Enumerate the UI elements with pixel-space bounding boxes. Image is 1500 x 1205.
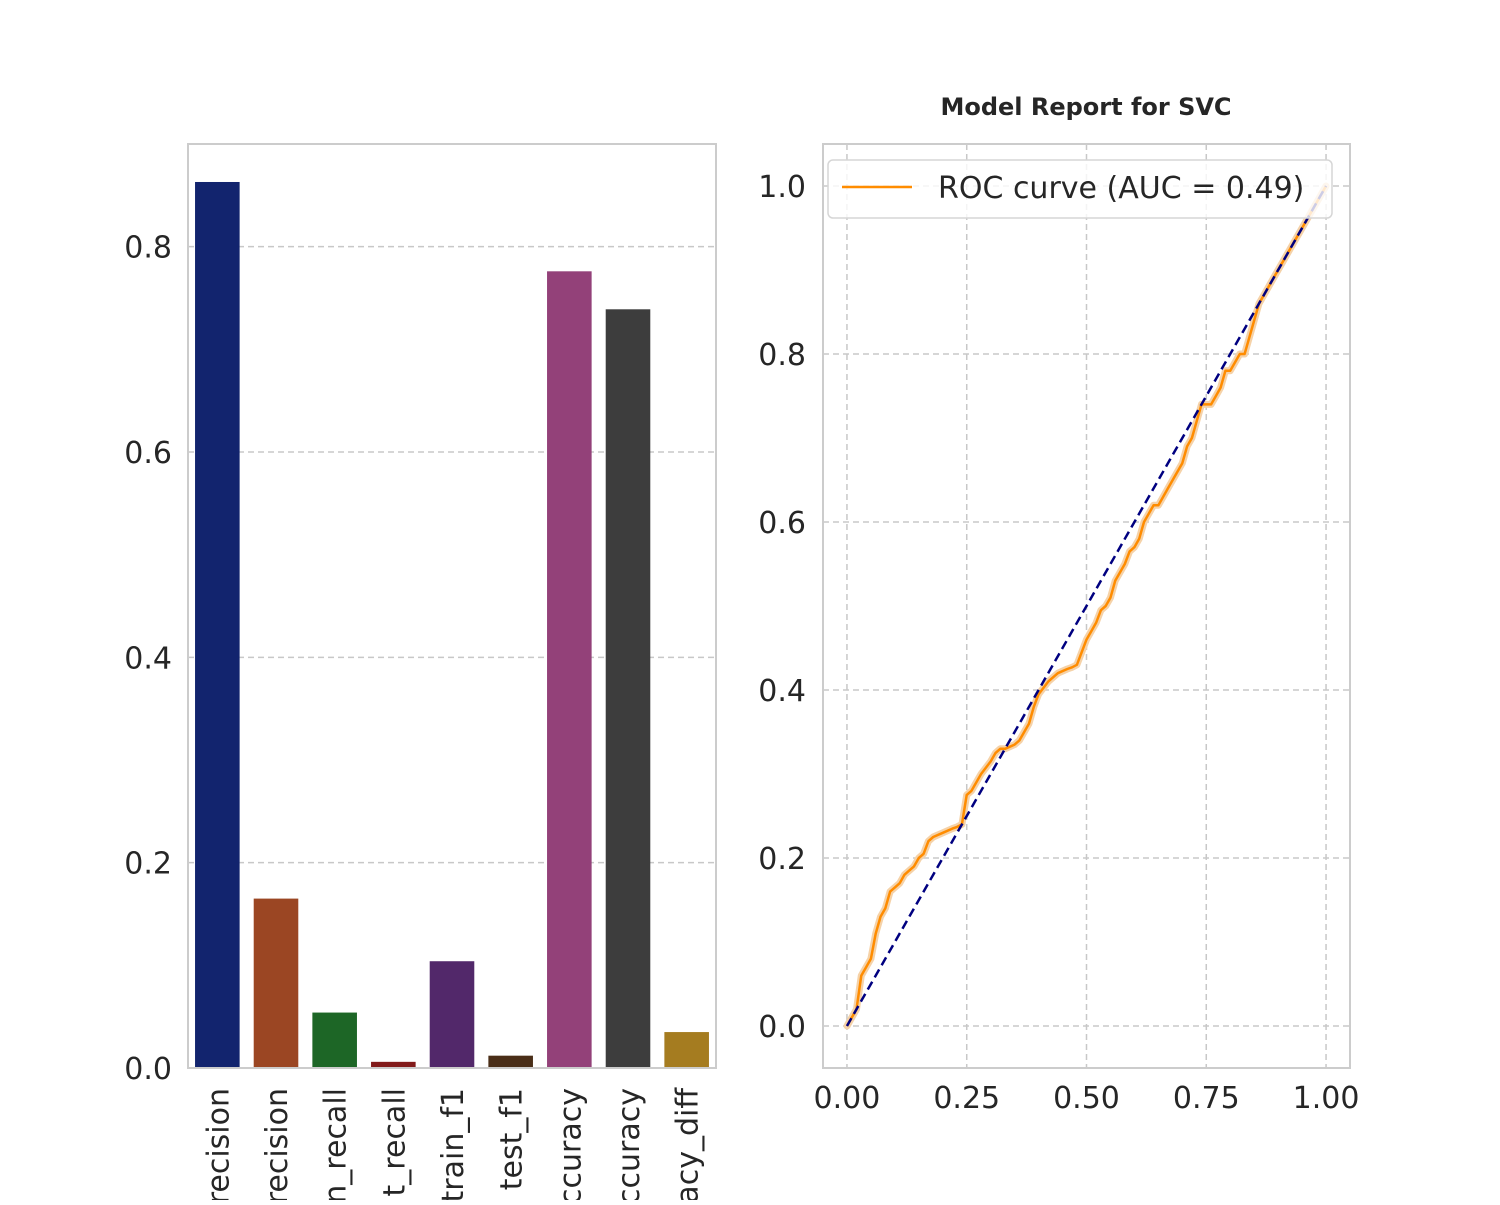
bar-y-tick-label: 0.6: [124, 436, 172, 471]
roc-chart-lines: [843, 182, 1330, 1030]
roc-chart-panel: Model Report for SVC 0.00.20.40.60.81.0 …: [758, 93, 1359, 1116]
bar-chart-bars: [195, 181, 709, 1069]
roc-x-tick-label: 0.75: [1173, 1081, 1240, 1116]
roc-y-tick-label: 0.4: [758, 674, 806, 709]
bar: [312, 1012, 357, 1068]
bar-y-tick-label: 0.8: [124, 231, 172, 266]
roc-chart-x-tick-labels: 0.00 0.25 0.50 0.75 1.00: [814, 1081, 1360, 1116]
roc-chart-title: Model Report for SVC: [940, 93, 1231, 121]
bar: [547, 271, 592, 1069]
roc-x-tick-label: 0.00: [814, 1081, 881, 1116]
bar-x-tick-label: ccuracy: [553, 1088, 588, 1200]
bar-y-tick-label: 0.0: [124, 1052, 172, 1087]
diagonal-reference-line: [845, 185, 1328, 1027]
bar-chart-panel: 0.0 0.2 0.4 0.6 0.8 recision recision n_recall…: [124, 143, 717, 1205]
roc-y-tick-label: 0.6: [758, 506, 806, 541]
roc-y-tick-label: 1.0: [758, 170, 806, 205]
bar: [664, 1032, 709, 1068]
bar: [429, 961, 475, 1068]
bar-x-tick-label: acy_diff: [671, 1087, 706, 1200]
bar-x-tick-label: t_recall: [377, 1088, 412, 1196]
bar: [605, 309, 651, 1068]
bar-x-tick-label: recision: [260, 1088, 295, 1200]
roc-y-tick-label: 0.2: [758, 842, 806, 877]
roc-x-tick-label: 1.00: [1293, 1081, 1360, 1116]
roc-chart-legend: ROC curve (AUC = 0.49): [827, 159, 1333, 219]
roc-x-tick-label: 0.50: [1053, 1081, 1120, 1116]
bar-x-tick-label: train_f1: [436, 1088, 471, 1200]
roc-y-tick-label: 0.0: [758, 1010, 806, 1045]
roc-curve-line: [845, 185, 1328, 1027]
roc-chart-y-tick-labels: 0.0 0.2 0.4 0.6 0.8 1.0: [758, 170, 806, 1045]
bar-chart-frame: [187, 143, 717, 1069]
bar-x-tick-label: test_f1: [495, 1088, 530, 1190]
bar-x-tick-label: recision: [201, 1088, 236, 1200]
bar-chart-x-tick-labels: recision recision n_recall t_recall train_f1…: [201, 1087, 706, 1205]
bar-chart-y-tick-labels: 0.0 0.2 0.4 0.6 0.8: [124, 231, 172, 1087]
bar-x-tick-label: n_recall: [319, 1088, 354, 1200]
bar-y-tick-label: 0.4: [124, 641, 172, 676]
roc-chart-frame: [822, 143, 1351, 1069]
roc-x-tick-label: 0.25: [933, 1081, 1000, 1116]
legend-box: [827, 159, 1333, 219]
legend-label-roc: ROC curve (AUC = 0.49): [938, 171, 1304, 206]
bar-x-tick-label: ccuracy: [612, 1088, 647, 1200]
roc-y-tick-label: 0.8: [758, 338, 806, 373]
bar: [371, 1061, 416, 1068]
bar-y-tick-label: 0.2: [124, 847, 172, 882]
bar: [195, 181, 240, 1068]
bar: [488, 1055, 533, 1068]
bar: [253, 898, 299, 1068]
